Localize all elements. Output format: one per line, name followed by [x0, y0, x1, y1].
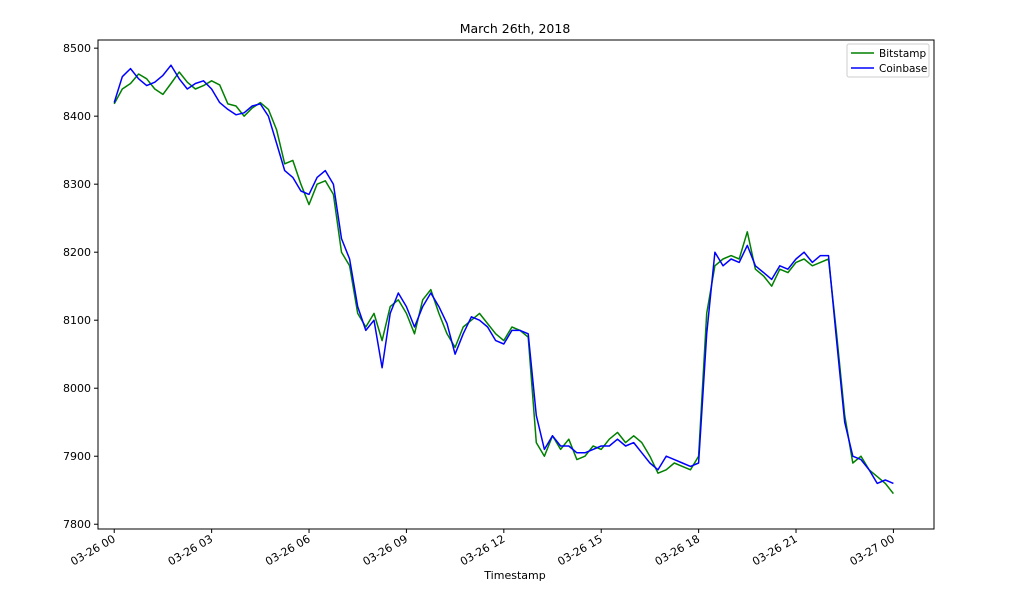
y-tick-label: 8100 — [63, 314, 91, 327]
x-tick-label: 03-27 00 — [848, 532, 897, 568]
x-axis-label: Timestamp — [483, 569, 545, 582]
y-tick-label: 8400 — [63, 110, 91, 123]
x-tick-label: 03-26 03 — [166, 532, 215, 568]
legend-label-bitstamp: Bitstamp — [879, 48, 926, 60]
chart-title: March 26th, 2018 — [460, 21, 571, 36]
x-tick-label: 03-26 06 — [263, 532, 312, 568]
series-line-bitstamp — [113, 71, 894, 495]
series-line-coinbase — [113, 64, 894, 485]
y-tick-label: 7900 — [63, 450, 91, 463]
legend: Bitstamp Coinbase — [846, 43, 930, 78]
x-tick-label: 03-26 21 — [750, 532, 799, 568]
y-tick-label: 8500 — [63, 42, 91, 55]
x-tick-label: 03-26 09 — [361, 532, 410, 568]
x-tick-label: 03-26 00 — [68, 532, 117, 568]
y-tick-label: 8300 — [63, 178, 91, 191]
series-layer — [113, 64, 894, 495]
y-tick-label: 8000 — [63, 382, 91, 395]
legend-label-coinbase: Coinbase — [879, 63, 927, 75]
x-tick-label: 03-26 12 — [458, 532, 507, 568]
y-tick-label: 8200 — [63, 246, 91, 259]
y-tick-label: 7800 — [63, 518, 91, 531]
axes-layer: 7800 7900 8000 8100 8200 8300 8400 8500 03-26 00… — [63, 39, 935, 568]
x-tick-label: 03-26 18 — [653, 532, 702, 568]
x-tick-label: 03-26 15 — [555, 532, 604, 568]
plot-frame — [97, 39, 935, 530]
